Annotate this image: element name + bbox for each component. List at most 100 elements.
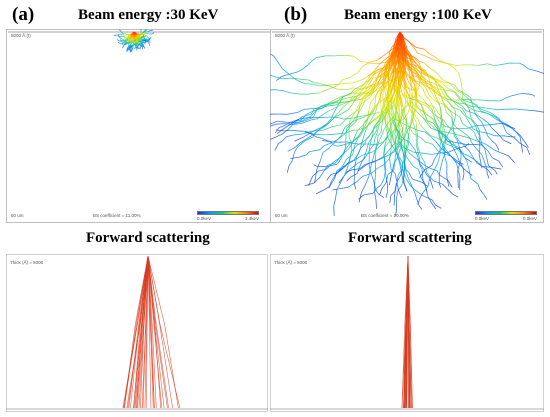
panel-b-electron-trajectory [425,130,431,136]
panel-b-electron-trajectory [430,202,437,210]
panel-a-color-max: 3.4keV [245,216,260,221]
panel-b-electron-trajectory [425,55,433,60]
panel-b-electron-trajectory [438,132,442,142]
panel-b-electron-trajectory [434,113,440,122]
panel-b-electron-trajectory [341,158,348,168]
panel-b-electron-trajectory [379,187,383,195]
panel-b-electron-trajectory [386,105,394,113]
panel-b-electron-trajectory [328,108,333,112]
panel-b-electron-trajectory [434,83,439,87]
panel-b-electron-trajectory [391,50,396,59]
panel-b-electron-trajectory [339,132,345,135]
panel-b-electron-trajectory [402,104,409,111]
panel-b-electron-trajectory [383,70,386,77]
panel-b-electron-trajectory [398,37,401,45]
panel-a-electron-trajectory [130,47,132,50]
panel-b-electron-trajectory [446,143,453,147]
panel-b-electron-trajectory [428,98,434,107]
panel-b-electron-trajectory [282,90,291,94]
panel-b-electron-trajectory [272,75,283,80]
panel-b-electron-trajectory [431,125,437,131]
panel-a-electron-trajectory [149,38,151,41]
panel-b-electron-trajectory [438,168,441,175]
panel-b-electron-trajectory [441,121,443,131]
panel-a-electron-trajectory [124,38,127,42]
panel-b-electron-trajectory [424,162,428,173]
panel-b-electron-trajectory [405,61,408,66]
panel-b-electron-trajectory [502,124,507,133]
panel-b-electron-trajectory [338,143,347,147]
panel-b-electron-trajectory [350,162,359,169]
panel-b-electron-trajectory [396,93,398,101]
panel-b-electron-trajectory [397,136,401,147]
panel-a-electron-trajectory [127,38,131,42]
panel-b-electron-trajectory [432,119,438,127]
panel-b-electron-trajectory [395,57,399,63]
panel-b-electron-trajectory [387,94,389,103]
panel-b-electron-trajectory [489,123,498,126]
panel-b-electron-trajectory [448,148,456,153]
panel-b-electron-trajectory [414,96,416,103]
panel-b-electron-trajectory [270,89,275,91]
panel-b-electron-trajectory [476,140,485,144]
panel-b-electron-trajectory [371,69,378,77]
panel-b-electron-trajectory [473,112,483,119]
panel-b-electron-trajectory [491,127,498,134]
panel-b-electron-trajectory [499,120,509,126]
panel-b-electron-trajectory [287,146,296,152]
panel-b-electron-trajectory [427,178,430,187]
panel-b-electron-trajectory [431,152,442,155]
panel-b-electron-trajectory [433,122,438,129]
panel-b-electron-trajectory [289,119,299,125]
panel-b-electron-trajectory [405,145,409,151]
panel-b-electron-trajectory [445,151,452,157]
panel-b-electron-trajectory [408,82,416,91]
panel-b-electron-trajectory [419,164,423,170]
panel-b-electron-trajectory [391,43,396,48]
panel-b-electron-trajectory [478,129,481,137]
panel-b-electron-trajectory [372,124,377,133]
panel-b-electron-trajectory [395,195,398,200]
panel-b-electron-trajectory [419,163,424,169]
panel-b-electron-trajectory [394,133,396,141]
panel-b-electron-trajectory [404,114,408,120]
panel-b-electron-trajectory [390,130,392,140]
panel-b-electron-trajectory [401,172,404,183]
panel-b-electron-trajectory [304,131,312,135]
panel-b-electron-trajectory [370,166,380,175]
panel-b-electron-trajectory [388,53,390,59]
panel-b-electron-trajectory [370,96,376,103]
panel-b-electron-trajectory [394,154,397,164]
panel-b-electron-trajectory [383,145,386,154]
panel-b-electron-trajectory [369,59,378,63]
panel-b-electron-trajectory [313,177,320,184]
panel-b-electron-trajectory [404,139,410,142]
panel-b-electron-trajectory [466,116,474,121]
panel-b-electron-trajectory [321,137,331,142]
panel-b-electron-trajectory [444,133,447,138]
panel-b-electron-trajectory [480,124,490,126]
panel-b-electron-trajectory [289,92,301,95]
panel-a-electron-trajectory [145,38,148,41]
panel-a-electron-trajectory [145,31,147,33]
panel-b-electron-trajectory [399,31,402,41]
panel-b-electron-trajectory [456,160,464,165]
panel-b-electron-trajectory [421,68,426,71]
panel-a-electron-trajectory [138,43,141,46]
panel-b-electron-trajectory [391,59,395,67]
panel-b-electron-trajectory [482,109,492,114]
panel-a-electron-trajectory [144,39,147,42]
panel-a-electron-trajectory [116,39,120,42]
panel-b-electron-trajectory [389,61,392,71]
panel-b-electron-trajectory [391,119,396,124]
panel-b-electron-trajectory [409,55,412,63]
panel-b-electron-trajectory [435,101,444,105]
panel-b-electron-trajectory [377,141,385,149]
panel-b-electron-trajectory [388,102,392,109]
panel-b-electron-trajectory [539,71,544,75]
panel-b-electron-trajectory [467,125,476,129]
panel-b-electron-trajectory [411,102,414,108]
panel-b-electron-trajectory [357,125,363,131]
panel-b-electron-trajectory [495,116,501,122]
panel-b-electron-trajectory [459,116,463,124]
